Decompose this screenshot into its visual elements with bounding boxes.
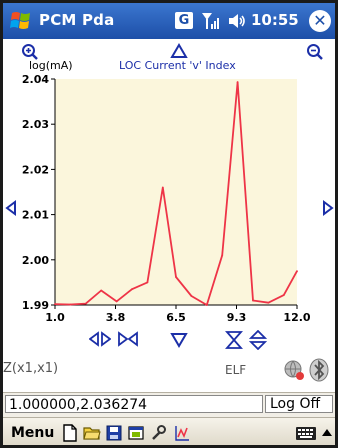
expand-vertical-icon[interactable] xyxy=(249,330,267,350)
data-point xyxy=(84,302,87,305)
chart-title: LOC Current 'v' Index xyxy=(119,59,236,72)
expand-horizontal-icon[interactable] xyxy=(89,331,111,347)
g-network-icon[interactable]: G xyxy=(175,12,193,29)
data-point xyxy=(131,288,133,291)
zoom-out-icon[interactable] xyxy=(306,43,324,61)
data-point xyxy=(190,295,193,297)
data-point xyxy=(267,301,270,304)
window-icon[interactable] xyxy=(127,424,145,442)
data-point xyxy=(100,289,103,292)
chart-tool-icon[interactable] xyxy=(173,424,191,442)
data-point xyxy=(54,303,56,305)
y-tick-label: 1.99 xyxy=(22,299,49,312)
mode-label: ELF xyxy=(225,363,247,377)
data-point xyxy=(296,270,298,272)
data-point xyxy=(175,276,177,278)
open-folder-icon[interactable] xyxy=(83,424,101,442)
app-title: PCM Pda xyxy=(39,11,115,29)
x-tick-label: 3.8 xyxy=(106,311,126,324)
pan-right-icon[interactable] xyxy=(322,200,334,216)
data-point xyxy=(282,294,285,296)
windows-start-icon[interactable] xyxy=(9,8,35,34)
zoom-in-icon[interactable] xyxy=(21,43,39,61)
x-tick-label: 1.0 xyxy=(45,311,65,324)
x-tick-label: 12.0 xyxy=(283,311,310,324)
signal-strength-icon[interactable] xyxy=(201,11,221,31)
status-bar: 1.000000,2.036274 Log Off xyxy=(3,392,335,418)
data-point xyxy=(252,299,254,302)
y-axis-label: log(mA) xyxy=(29,59,73,72)
data-point xyxy=(115,300,118,303)
data-point xyxy=(69,303,72,306)
pan-up-icon[interactable] xyxy=(170,43,188,59)
close-button[interactable]: ✕ xyxy=(309,10,331,32)
menu-button[interactable]: Menu xyxy=(11,425,55,441)
data-point xyxy=(205,304,208,306)
chart-area: log(mA) LOC Current 'v' Index 1.99 2.00 2.… xyxy=(3,39,335,359)
data-point xyxy=(221,254,224,257)
menu-bar: Menu xyxy=(3,417,335,445)
coordinates-field[interactable]: 1.000000,2.036274 xyxy=(5,395,263,413)
formula-label: Z(x1,x1) xyxy=(3,361,59,376)
keyboard-icon[interactable] xyxy=(295,423,317,443)
y-tick-label: 2.04 xyxy=(22,73,49,86)
y-tick-label: 2.02 xyxy=(22,163,49,176)
bluetooth-icon[interactable] xyxy=(308,358,330,382)
y-tick-label: 2.00 xyxy=(22,254,49,267)
pan-down-icon[interactable] xyxy=(170,332,188,348)
pan-left-icon[interactable] xyxy=(5,200,17,216)
log-off-button[interactable]: Log Off xyxy=(265,395,333,413)
compress-vertical-icon[interactable] xyxy=(225,330,243,350)
title-bar: PCM Pda G 10:55 ✕ xyxy=(3,3,335,39)
x-tick-label: 9.3 xyxy=(227,311,247,324)
data-point xyxy=(236,81,239,84)
y-tick-label: 2.03 xyxy=(22,118,49,131)
new-document-icon[interactable] xyxy=(61,424,79,442)
tools-wrench-icon[interactable] xyxy=(149,424,167,442)
data-point xyxy=(161,186,164,189)
y-tick-label: 2.01 xyxy=(22,209,49,222)
clock[interactable]: 10:55 xyxy=(251,11,299,29)
network-globe-icon[interactable] xyxy=(283,359,305,381)
x-tick-label: 6.5 xyxy=(166,311,186,324)
line-chart: 1.99 2.00 2.01 2.02 2.03 2.04 1.0 3.8 6.5 9.3 12.0 xyxy=(22,73,311,324)
input-panel-arrow-icon[interactable] xyxy=(321,425,333,441)
data-point xyxy=(146,281,149,284)
compress-horizontal-icon[interactable] xyxy=(117,331,139,347)
plot-background xyxy=(55,79,297,305)
save-disk-icon[interactable] xyxy=(105,424,123,442)
volume-icon[interactable] xyxy=(227,11,247,31)
